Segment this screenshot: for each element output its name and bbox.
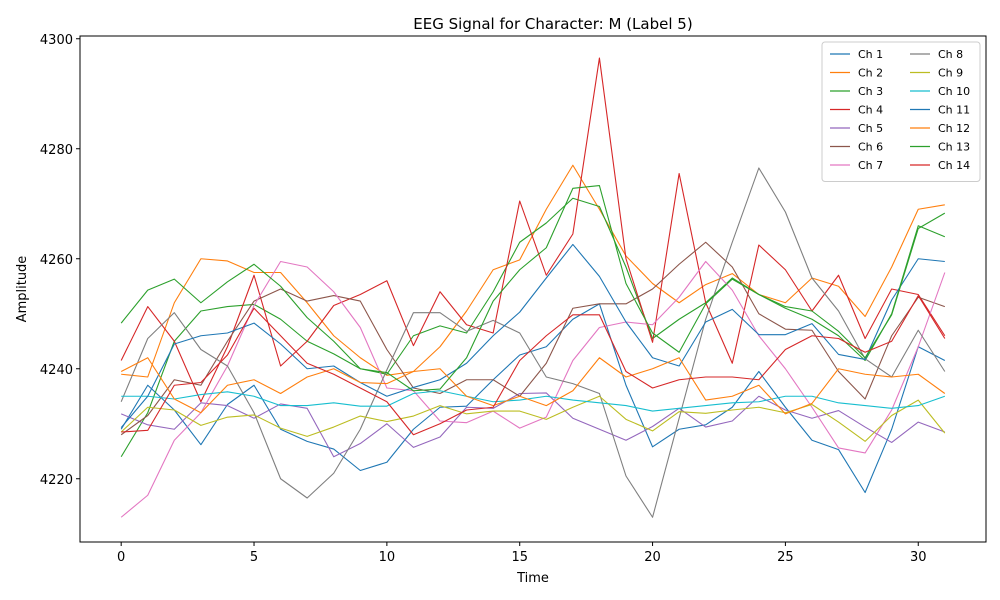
legend-label: Ch 10 <box>938 85 970 98</box>
legend-label: Ch 13 <box>938 141 970 154</box>
x-axis-title: Time <box>516 571 549 586</box>
series-line-8 <box>120 167 946 518</box>
legend-label: Ch 2 <box>858 67 883 80</box>
series-line-7 <box>120 260 946 518</box>
legend-label: Ch 1 <box>858 48 883 61</box>
series-line-10 <box>121 390 946 412</box>
y-tick-label: 4280 <box>40 143 73 158</box>
legend-label: Ch 4 <box>858 104 883 117</box>
plot-frame <box>79 35 987 543</box>
legend-label: Ch 6 <box>858 141 883 154</box>
legend-label: Ch 9 <box>938 67 963 80</box>
legend-label: Ch 7 <box>858 159 883 172</box>
x-tick-label: 15 <box>511 550 528 565</box>
y-tick-label: 4240 <box>40 363 73 378</box>
series-line-5 <box>120 392 946 458</box>
y-tick-label: 4220 <box>40 473 73 488</box>
axis-ticks: 0 5 10 15 20 25 30 4220 4240 4260 4280 4300 <box>40 33 927 565</box>
series-line-4 <box>120 57 946 403</box>
x-tick-label: 10 <box>379 550 396 565</box>
x-tick-label: 5 <box>250 550 258 565</box>
y-axis-title: Amplitude <box>15 256 30 323</box>
chart-title: EEG Signal for Character: M (Label 5) <box>413 15 692 33</box>
x-tick-label: 25 <box>777 550 794 565</box>
series-line-13 <box>120 185 946 392</box>
series-line-2 <box>121 164 945 378</box>
legend-label: Ch 8 <box>938 48 963 61</box>
x-tick-label: 30 <box>910 550 927 565</box>
series-line-1 <box>120 303 946 494</box>
legend-label: Ch 3 <box>858 85 883 98</box>
x-tick-label: 0 <box>117 550 125 565</box>
legend-label: Ch 11 <box>938 104 970 117</box>
y-tick-label: 4260 <box>40 253 73 268</box>
legend: Ch 1 Ch 2 Ch 3 Ch 4 Ch 5 Ch 6 Ch 7 Ch 8 Ch 9 Ch 1… <box>821 41 981 182</box>
series-line-3 <box>120 197 946 458</box>
plot-area <box>120 57 946 518</box>
x-tick-label: 20 <box>644 550 661 565</box>
series-line-12 <box>120 357 946 415</box>
legend-label: Ch 14 <box>938 159 970 172</box>
legend-label: Ch 5 <box>858 122 883 135</box>
series-line-9 <box>120 395 946 442</box>
legend-label: Ch 12 <box>938 122 970 135</box>
y-tick-label: 4300 <box>40 33 73 48</box>
series-line-11 <box>120 243 945 428</box>
series-line-14 <box>121 295 946 436</box>
legend-box <box>821 41 981 182</box>
